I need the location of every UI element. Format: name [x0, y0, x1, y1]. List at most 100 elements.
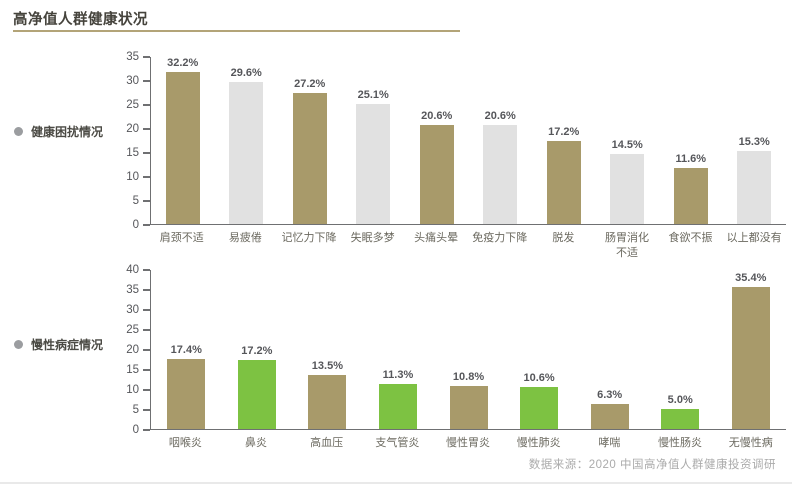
bar	[590, 403, 629, 429]
bar	[356, 103, 391, 224]
x-axis-category-label: 鼻炎	[245, 437, 267, 449]
x-axis-category-label: 免疫力下降	[472, 232, 528, 244]
bar-slot: 6.3%	[574, 270, 645, 429]
bar-value-label: 10.6%	[523, 371, 555, 384]
bar-slot: 14.5%	[596, 57, 660, 224]
y-axis-tick	[142, 269, 150, 271]
y-axis-tick-label: 5	[132, 404, 139, 416]
x-axis-category-label: 哮喘	[598, 437, 621, 449]
bullet-icon	[14, 127, 23, 136]
x-axis-category-label: 高血压	[310, 437, 344, 449]
bar-value-label: 20.6%	[421, 110, 453, 123]
y-axis-tick	[142, 80, 150, 82]
y-axis-tick-label: 20	[126, 123, 139, 135]
bar	[546, 141, 581, 224]
y-axis-tick	[142, 389, 150, 391]
bar-value-label: 5.0%	[667, 394, 693, 406]
x-axis-category-label: 头痛头晕	[414, 232, 459, 244]
y-axis-tick	[142, 409, 150, 411]
chart-chronic-diseases: 0 5 10 15 20 25 30 35 40 17.4% 17.2% 13.5% 11.3% 10.8…	[126, 264, 786, 451]
bar-slot: 29.6%	[215, 57, 279, 224]
x-axis-labels: 肩颈不适 易疲倦 记忆力下降 失眠多梦 头痛头晕 免疫力下降 脱发 肠胃消化 不适 食欲不振 以上…	[150, 231, 786, 261]
y-axis-tick-label: 15	[126, 147, 139, 159]
y-axis-tick-label: 15	[126, 364, 139, 376]
bar-value-label: 17.2%	[241, 345, 273, 358]
bar-slot: 10.8%	[433, 270, 504, 429]
x-axis-category-label: 肠胃消化 不适	[604, 232, 649, 259]
bar	[449, 385, 488, 429]
bar-slot: 32.2%	[151, 57, 215, 224]
plot-area: 0 5 10 15 20 25 30 35 40 17.4% 17.2% 13.5% 11.3% 10.8…	[126, 264, 786, 436]
bar	[308, 375, 347, 429]
y-axis-tick	[142, 200, 150, 202]
bar-slot: 27.2%	[278, 57, 342, 224]
bar-value-label: 29.6%	[230, 66, 262, 79]
x-axis-category-label: 咽喉炎	[168, 437, 202, 449]
bar-value-label: 27.2%	[294, 78, 326, 91]
bar-value-label: 20.6%	[484, 110, 516, 123]
bar	[237, 360, 276, 429]
bar-slot: 11.6%	[659, 57, 723, 224]
y-axis-tick	[142, 224, 150, 226]
bar	[229, 81, 264, 224]
bar	[731, 287, 770, 429]
page-title: 高净值人群健康状况	[13, 12, 148, 28]
bar-slot: 20.6%	[405, 57, 469, 224]
bar	[673, 168, 708, 224]
bar-value-label: 6.3%	[597, 388, 623, 401]
y-axis-tick	[142, 152, 150, 154]
bar-value-label: 17.2%	[548, 126, 580, 139]
bar-slot: 15.3%	[723, 57, 787, 224]
y-axis-tick-label: 0	[132, 424, 139, 436]
bar	[661, 409, 700, 429]
title-underline	[13, 30, 460, 32]
bar	[419, 125, 454, 224]
bar-value-label: 14.5%	[611, 139, 643, 152]
bar-value-label: 17.4%	[170, 344, 202, 357]
bar	[167, 359, 206, 429]
x-axis-category-label: 食欲不振	[668, 232, 713, 244]
bar-slot: 25.1%	[342, 57, 406, 224]
y-axis-tick-label: 30	[126, 75, 139, 87]
x-axis-category-label: 易疲倦	[228, 232, 262, 244]
bar-value-label: 11.6%	[675, 153, 707, 166]
bar	[483, 125, 518, 224]
y-axis-tick	[142, 349, 150, 351]
bullet-icon	[14, 340, 23, 349]
y-axis-tick-label: 0	[132, 219, 139, 231]
bar-value-label: 32.2%	[167, 57, 199, 69]
y-axis-tick	[142, 56, 150, 58]
bar	[520, 386, 559, 429]
bar-value-label: 15.3%	[738, 135, 770, 148]
y-axis-tick	[142, 104, 150, 106]
bar-value-label: 35.4%	[735, 272, 767, 285]
x-axis-category-label: 肩颈不适	[159, 232, 204, 244]
y-axis-tick-label: 20	[126, 344, 139, 356]
bar	[165, 72, 200, 224]
x-axis-category-label: 慢性胃炎	[446, 437, 491, 449]
plot-area: 0 5 10 15 20 25 30 35 32.2% 29.6% 27.2% 25.1% 20.6% 2…	[126, 51, 787, 231]
x-axis-category-label: 支气管炎	[375, 437, 420, 449]
section-label-chronic-diseases: 慢性病症情况	[14, 336, 103, 353]
x-axis-category-label: 慢性肠炎	[658, 437, 703, 449]
y-axis-tick-label: 30	[126, 304, 139, 316]
y-axis-tick	[142, 429, 150, 431]
section-label-health-concerns: 健康困扰情况	[14, 123, 103, 140]
bar-slot: 13.5%	[292, 270, 363, 429]
x-axis-category-label: 慢性肺炎	[516, 437, 561, 449]
y-axis-tick	[142, 329, 150, 331]
y-axis-tick-label: 25	[126, 99, 139, 111]
y-axis-tick	[142, 309, 150, 311]
y-axis-tick	[142, 176, 150, 178]
y-axis-tick-label: 35	[126, 284, 139, 296]
chart-health-concerns: 0 5 10 15 20 25 30 35 32.2% 29.6% 27.2% 25.1% 20.6% 2…	[126, 51, 787, 261]
bar-slot: 11.3%	[363, 270, 434, 429]
y-axis-tick-label: 10	[126, 171, 139, 183]
x-axis-category-label: 记忆力下降	[281, 232, 337, 244]
y-axis-tick	[142, 128, 150, 130]
bar-slot: 17.2%	[532, 57, 596, 224]
data-source-note: 数据来源：2020 中国高净值人群健康投资调研	[528, 459, 776, 471]
x-axis-category-label: 以上都没有	[726, 232, 782, 244]
y-axis-tick-label: 10	[126, 384, 139, 396]
